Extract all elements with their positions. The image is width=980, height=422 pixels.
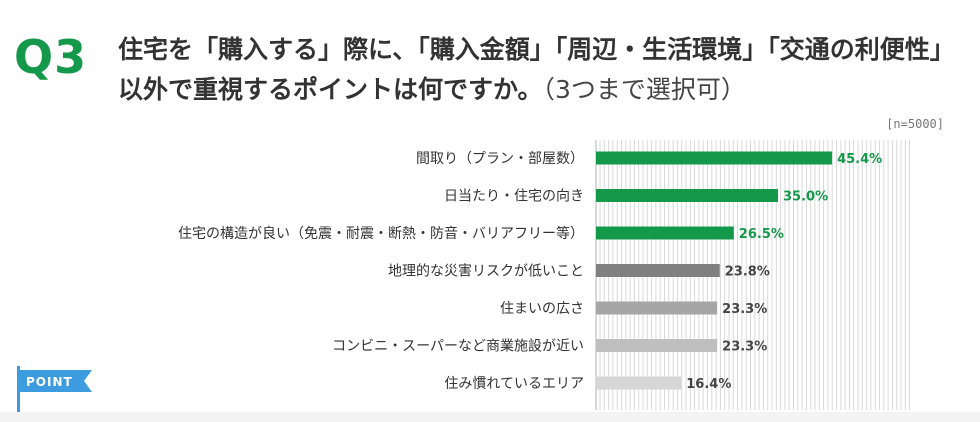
value-label: 23.8% [725, 265, 770, 280]
question-title: 住宅を「購入する」際に、「購入金額」「周辺・生活環境」「交通の利便性」以外で重視… [118, 30, 958, 110]
category-label: 地理的な災害リスクが低いこと [388, 264, 584, 280]
question-title-main: 住宅を「購入する」際に、「購入金額」「周辺・生活環境」「交通の利便性」以外で重視… [118, 35, 955, 104]
point-badge-label: POINT [26, 375, 73, 389]
value-label: 23.3% [722, 302, 767, 317]
bar [596, 189, 778, 202]
value-label: 45.4% [837, 152, 882, 167]
category-label: 日当たり・住宅の向き [444, 189, 584, 205]
bar [596, 301, 718, 315]
bar [596, 339, 718, 352]
category-label: 住宅の構造が良い（免震・耐震・断熱・防音・バリアフリー等） [178, 225, 584, 242]
point-badge-pole [17, 366, 20, 422]
category-label: 間取り（プラン・部屋数） [416, 151, 584, 167]
bar-chart: 間取り（プラン・部屋数） 45.4% 日当たり・住宅の向き 35.0% 住宅の構造が良い… [178, 140, 911, 410]
category-label: 住み慣れているエリア [444, 375, 584, 392]
point-badge-flag [20, 370, 92, 392]
value-label: 23.3% [722, 340, 767, 355]
value-label: 35.0% [783, 190, 828, 205]
point-badge: POINT [17, 366, 92, 422]
bar [596, 151, 833, 165]
value-label: 26.5% [739, 227, 784, 242]
sample-size-note: [n=5000] [886, 117, 944, 131]
bar [596, 226, 734, 240]
bar [596, 376, 682, 390]
category-label: コンビニ・スーパーなど商業施設が近い [332, 339, 584, 355]
question-number: Q3 [14, 30, 88, 84]
bottom-strip [0, 412, 980, 422]
bar [596, 264, 720, 277]
value-label: 16.4% [686, 377, 731, 392]
category-label: 住まいの広さ [500, 301, 584, 317]
question-title-sub: （3つまで選択可） [542, 75, 746, 104]
